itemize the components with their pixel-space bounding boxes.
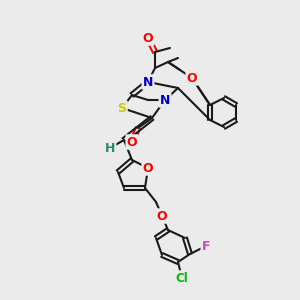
Text: S: S — [118, 101, 127, 115]
Text: F: F — [202, 239, 210, 253]
Text: O: O — [143, 32, 153, 44]
Text: O: O — [187, 71, 197, 85]
Text: H: H — [105, 142, 115, 154]
Text: O: O — [127, 136, 137, 148]
Text: O: O — [143, 161, 153, 175]
Text: Cl: Cl — [176, 272, 188, 284]
Text: O: O — [157, 209, 167, 223]
Text: N: N — [143, 76, 153, 88]
Text: N: N — [160, 94, 170, 106]
